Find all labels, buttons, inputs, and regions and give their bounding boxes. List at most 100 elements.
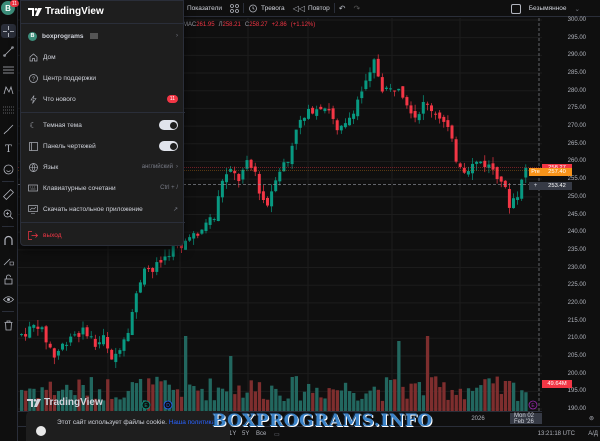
adjustment-toggle[interactable]: A/Д — [588, 431, 598, 437]
moon-icon: ☾ — [29, 120, 37, 130]
replay-label: Повтор — [308, 4, 330, 12]
rewind-icon: ◁◁ — [292, 3, 305, 13]
range-1y-button[interactable]: 1Y — [229, 431, 237, 437]
price-tick-label: 295.00 — [567, 34, 586, 41]
text-tool[interactable]: T — [1, 142, 16, 156]
tradingview-watermark: TradingView — [27, 397, 103, 408]
home-icon — [28, 52, 38, 62]
pattern-tool[interactable] — [1, 83, 16, 97]
tradingview-watermark-text: TradingView — [44, 397, 103, 408]
undo-icon: ↶ — [338, 3, 346, 13]
user-menu-dropdown: TradingView B boxprograms › Дом ? Центр … — [20, 0, 185, 246]
zoom-in-icon — [3, 209, 14, 219]
lock-all-tool[interactable] — [1, 272, 16, 286]
trash-icon — [4, 320, 13, 330]
drawing-toolbar: B 11 T — [0, 0, 19, 441]
price-tick-label: 205.00 — [567, 352, 586, 359]
menu-item-label: Темная тема — [43, 121, 82, 129]
text-icon: T — [5, 143, 12, 155]
menu-item-desktop-app[interactable]: Скачать настольное приложение ↗ — [21, 199, 185, 219]
price-tick-label: 260.00 — [567, 158, 586, 165]
brush-icon — [3, 124, 14, 134]
chevron-down-icon: ⌄ — [574, 5, 580, 13]
menu-item-whats-new[interactable]: Что нового 11 — [21, 89, 185, 109]
emoji-tool[interactable] — [1, 162, 16, 176]
alert-label: Тревога — [261, 4, 285, 12]
hide-drawings-tool[interactable] — [1, 292, 16, 306]
brush-tool[interactable] — [1, 122, 16, 136]
price-tick-label: 200.00 — [567, 370, 586, 377]
fib-tool[interactable] — [1, 63, 16, 77]
close-label: С — [244, 22, 250, 28]
change-percent: (+1.12%) — [290, 22, 316, 28]
zoom-tool[interactable] — [1, 207, 16, 221]
menu-item-help[interactable]: ? Центр поддержки — [21, 68, 185, 88]
menu-item-language[interactable]: Язык английский › — [21, 157, 185, 177]
time-axis[interactable]: Mon 02 Feb '26 ⊚ Dec 2026 — [18, 411, 594, 426]
site-watermark: BOXPROGRAMS.INFO — [212, 411, 433, 431]
drawing-panel-toggle[interactable] — [159, 141, 178, 151]
menu-item-profile[interactable]: B boxprograms › — [21, 26, 185, 46]
low-value: 258.21 — [222, 22, 241, 28]
menu-item-dark-theme[interactable]: ☾ Темная тема — [21, 115, 185, 135]
price-tick-label: 290.00 — [567, 52, 586, 59]
range-5y-button[interactable]: 5Y — [242, 431, 250, 437]
forecast-tool[interactable] — [1, 102, 16, 116]
whats-new-badge: 11 — [166, 95, 178, 103]
dark-theme-toggle[interactable] — [159, 120, 178, 130]
templates-button[interactable] — [226, 0, 243, 17]
svg-text:D: D — [166, 403, 170, 409]
lock-drawing-tool[interactable] — [1, 253, 16, 267]
menu-item-shortcuts[interactable]: Клавиатурные сочетани Ctrl + / — [21, 178, 185, 198]
crosshair-tool[interactable] — [1, 24, 16, 38]
menu-logo[interactable]: TradingView — [28, 6, 104, 17]
price-tick-label: 220.00 — [567, 299, 586, 306]
ruler-tool[interactable] — [1, 187, 16, 201]
cookie-policy-link[interactable]: Наша политика — [168, 419, 216, 426]
alert-button[interactable]: Тревога — [244, 0, 289, 17]
delete-drawings-tool[interactable] — [1, 318, 16, 332]
range-all-button[interactable]: Все — [256, 431, 267, 437]
indicators-button[interactable]: Показатели — [183, 0, 226, 17]
username: boxprograms — [42, 32, 84, 40]
user-avatar: B — [28, 31, 37, 41]
chevron-right-icon: › — [176, 164, 178, 170]
tv-logo-icon — [28, 7, 42, 16]
desktop-icon — [28, 204, 38, 214]
settings-icon[interactable]: ⊚ — [588, 416, 594, 422]
menu-item-label: Язык — [43, 163, 59, 171]
trendline-tool[interactable] — [1, 44, 16, 58]
price-tick-label: 300.00 — [567, 17, 586, 23]
menu-item-home[interactable]: Дом — [21, 47, 185, 67]
menu-item-logout[interactable]: выход — [21, 225, 185, 245]
menu-item-drawing-panel[interactable]: Панель чертежей — [21, 136, 185, 156]
calendar-icon[interactable]: ▭ — [274, 432, 280, 438]
chevron-right-icon: › — [176, 33, 178, 39]
alarm-clock-icon — [249, 4, 257, 13]
volume-tag: 49.64M — [542, 380, 572, 388]
price-tick-label: 270.00 — [567, 123, 586, 130]
last-price-tag: 258.27 — [542, 163, 572, 172]
event-marker[interactable]: E — [141, 400, 151, 410]
pencil-lock-icon — [3, 258, 14, 265]
help-icon: ? — [28, 73, 38, 83]
lightning-icon — [28, 94, 38, 104]
magnet-tool[interactable] — [1, 233, 16, 247]
layout-name: Безымянное — [528, 5, 567, 12]
close-value: 258.27 — [249, 22, 268, 28]
replay-button[interactable]: ◁◁ Повтор — [289, 0, 334, 17]
price-axis[interactable]: 300.00 295.00 290.00 285.00 280.00 275.00 270.… — [529, 17, 600, 412]
price-tick-label: 245.00 — [567, 211, 586, 218]
redo-button[interactable]: ↷ — [349, 0, 364, 17]
price-tick-label: 275.00 — [567, 105, 586, 112]
event-marker[interactable]: D — [163, 400, 173, 410]
event-marker[interactable]: E — [528, 400, 538, 410]
price-tick-label: 190.00 — [567, 406, 586, 412]
menu-item-label: Дом — [43, 53, 56, 61]
toolbar-divider — [243, 3, 244, 13]
menu-item-label: Центр поддержки — [43, 74, 97, 82]
undo-button[interactable]: ↶ — [335, 0, 350, 17]
forecast-icon — [3, 106, 14, 113]
layout-selector[interactable]: Безымянное ⌄ — [510, 0, 580, 17]
